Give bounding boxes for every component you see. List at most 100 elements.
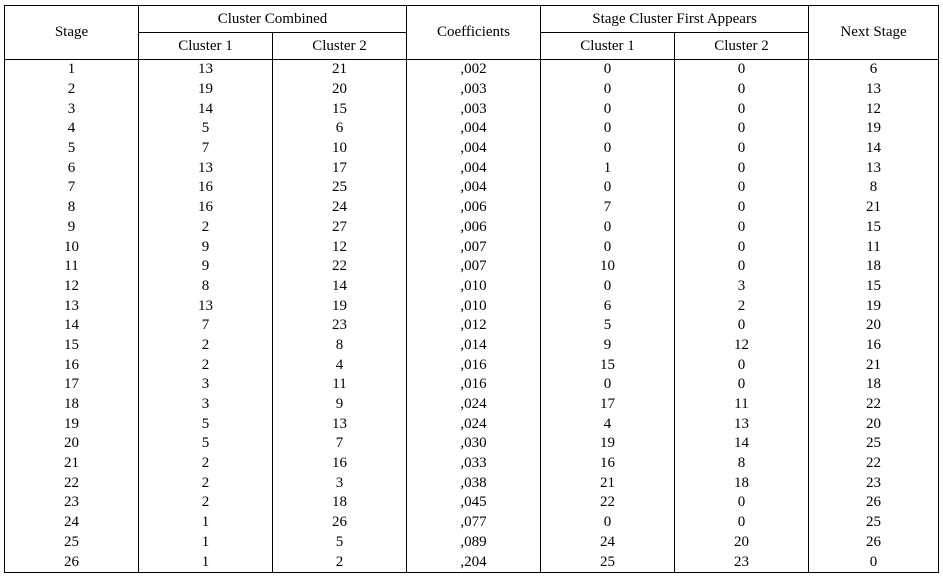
cell-fa-cluster-1: 1 (540, 158, 676, 179)
cell-coefficient: ,089 (406, 532, 542, 553)
cell-cc-cluster-2: 14 (272, 276, 408, 297)
cell-fa-cluster-2: 0 (674, 493, 810, 513)
cell-cc-cluster-1: 8 (138, 276, 273, 297)
cell-next-stage: 15 (808, 276, 940, 297)
table-row: 19 5 13,024 4 13 20 (4, 414, 940, 435)
cell-next-stage: 19 (808, 119, 940, 139)
cell-cc-cluster-1: 7 (138, 138, 273, 159)
cell-fa-cluster-2: 0 (674, 315, 810, 336)
cell-cc-cluster-2: 15 (272, 99, 408, 120)
cell-cc-cluster-1: 9 (138, 256, 273, 277)
cell-cc-cluster-1: 2 (138, 217, 273, 238)
cell-stage: 24 (4, 512, 139, 533)
table-row: 11 9 22,007 10 0 18 (4, 256, 940, 277)
cell-next-stage: 15 (808, 217, 940, 238)
cell-fa-cluster-1: 5 (540, 315, 676, 336)
cell-cc-cluster-1: 19 (138, 79, 273, 100)
table-row: 9 2 27,006 0 0 15 (4, 217, 940, 238)
cell-next-stage: 20 (808, 315, 940, 336)
cell-next-stage: 18 (808, 375, 940, 395)
cell-next-stage: 21 (808, 197, 940, 218)
cell-fa-cluster-2: 0 (674, 197, 810, 218)
cell-next-stage: 25 (808, 434, 940, 454)
cell-cc-cluster-2: 4 (272, 355, 408, 375)
cell-coefficient: ,004 (406, 119, 542, 139)
cell-cc-cluster-2: 26 (272, 512, 408, 533)
cell-cc-cluster-1: 1 (138, 552, 273, 573)
cell-next-stage: 20 (808, 414, 940, 435)
cell-cc-cluster-1: 3 (138, 375, 273, 395)
cell-fa-cluster-1: 16 (540, 453, 676, 474)
table-header: Stage Cluster Combined Coefficients Stag… (4, 5, 940, 60)
table-row: 2 19 20,003 0 0 13 (4, 79, 940, 100)
cell-fa-cluster-1: 0 (540, 79, 676, 100)
cell-stage: 23 (4, 493, 139, 513)
cell-stage: 4 (4, 119, 139, 139)
cell-cc-cluster-1: 13 (138, 296, 273, 316)
cell-coefficient: ,014 (406, 335, 542, 356)
cell-fa-cluster-1: 9 (540, 335, 676, 356)
cell-stage: 8 (4, 197, 139, 218)
cell-next-stage: 13 (808, 158, 940, 179)
table-row: 23 2 18,045 22 0 26 (4, 493, 940, 513)
cell-fa-cluster-1: 0 (540, 99, 676, 120)
cell-fa-cluster-1: 0 (540, 375, 676, 395)
table-row: 21 2 16,033 16 8 22 (4, 453, 940, 474)
cell-next-stage: 0 (808, 552, 940, 573)
table-row: 5 7 10,004 0 0 14 (4, 138, 940, 159)
table-row: 15 2 8,014 9 12 16 (4, 335, 940, 356)
table-row: 25 1 5,089 24 20 26 (4, 532, 940, 553)
table-row: 18 3 9,024 17 11 22 (4, 394, 940, 415)
cell-next-stage: 8 (808, 178, 940, 198)
table-row: 7 16 25,004 0 0 8 (4, 178, 940, 198)
header-stage: Stage (4, 5, 139, 60)
cell-cc-cluster-2: 20 (272, 79, 408, 100)
table-row: 17 3 11,016 0 0 18 (4, 375, 940, 395)
cell-fa-cluster-2: 13 (674, 414, 810, 435)
cell-cc-cluster-2: 13 (272, 414, 408, 435)
cell-coefficient: ,003 (406, 99, 542, 120)
header-cc-cluster-2: Cluster 2 (271, 32, 408, 60)
cell-fa-cluster-2: 23 (674, 552, 810, 573)
cell-next-stage: 11 (808, 237, 940, 257)
cell-fa-cluster-2: 0 (674, 99, 810, 120)
cell-coefficient: ,030 (406, 434, 542, 454)
cell-stage: 19 (4, 414, 139, 435)
table-row: 13 13 19,010 6 2 19 (4, 296, 940, 316)
cell-cc-cluster-2: 12 (272, 237, 408, 257)
table-row: 3 14 15,003 0 0 12 (4, 99, 940, 120)
cell-fa-cluster-1: 22 (540, 493, 676, 513)
cell-fa-cluster-2: 12 (674, 335, 810, 356)
cell-cc-cluster-1: 16 (138, 178, 273, 198)
cell-fa-cluster-1: 17 (540, 394, 676, 415)
cell-coefficient: ,003 (406, 79, 542, 100)
cell-fa-cluster-1: 24 (540, 532, 676, 553)
cell-cc-cluster-1: 2 (138, 473, 273, 494)
cell-stage: 7 (4, 178, 139, 198)
cell-fa-cluster-1: 0 (540, 512, 676, 533)
cell-next-stage: 13 (808, 79, 940, 100)
cell-cc-cluster-1: 5 (138, 414, 273, 435)
cell-cc-cluster-1: 13 (138, 158, 273, 179)
cell-fa-cluster-1: 25 (540, 552, 676, 573)
cell-cc-cluster-1: 9 (138, 237, 273, 257)
cell-cc-cluster-2: 27 (272, 217, 408, 238)
cell-coefficient: ,038 (406, 473, 542, 494)
table-row: 1 13 21,002 0 0 6 (4, 58, 940, 80)
cell-stage: 9 (4, 217, 139, 238)
header-cluster-combined: Cluster Combined (137, 5, 408, 33)
cell-fa-cluster-2: 11 (674, 394, 810, 415)
cell-fa-cluster-1: 15 (540, 355, 676, 375)
cell-fa-cluster-1: 21 (540, 473, 676, 494)
cell-fa-cluster-1: 0 (540, 217, 676, 238)
cell-coefficient: ,007 (406, 237, 542, 257)
table-row: 12 8 14,010 0 3 15 (4, 276, 940, 297)
table-row: 10 9 12,007 0 0 11 (4, 237, 940, 257)
cell-coefficient: ,045 (406, 493, 542, 513)
header-fa-cluster-1: Cluster 1 (540, 32, 676, 60)
cell-cc-cluster-2: 6 (272, 119, 408, 139)
cell-next-stage: 18 (808, 256, 940, 277)
cell-cc-cluster-1: 7 (138, 315, 273, 336)
cell-coefficient: ,077 (406, 512, 542, 533)
cell-cc-cluster-2: 17 (272, 158, 408, 179)
